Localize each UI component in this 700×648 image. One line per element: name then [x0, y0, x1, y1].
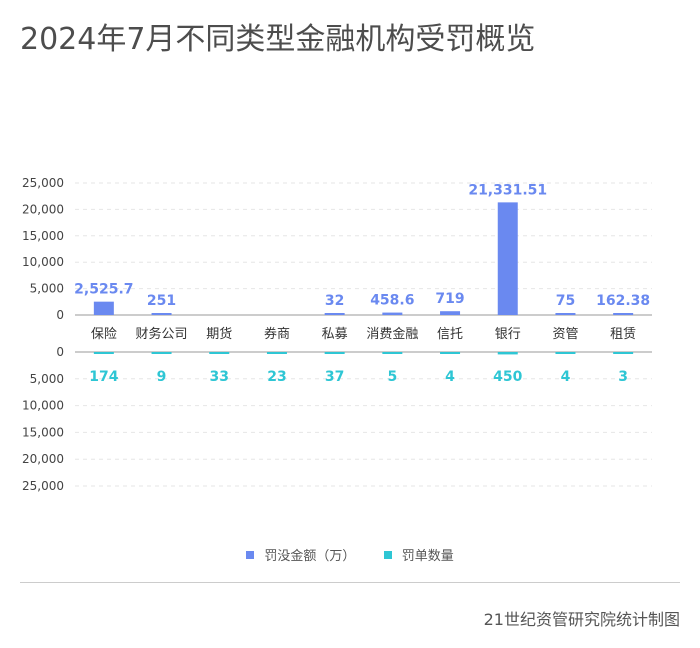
data-label-amount: 2,525.7 — [74, 282, 133, 298]
bar-amount — [324, 313, 345, 315]
data-label-count: 23 — [267, 369, 286, 385]
y-tick-label-bottom: 25,000 — [22, 479, 64, 493]
category-label: 消费金融 — [366, 326, 418, 342]
legend-label-amount: 罚没金额（万） — [264, 549, 356, 564]
data-label-count: 9 — [157, 369, 167, 385]
bar-amount — [93, 301, 114, 315]
bar-count — [440, 352, 461, 354]
y-tick-label-top: 25,000 — [22, 176, 64, 190]
legend: 罚没金额（万） 罚单数量 — [0, 545, 700, 564]
data-label-count: 33 — [210, 369, 229, 385]
bar-amount — [382, 312, 403, 315]
bar-amount — [440, 311, 461, 315]
category-label: 信托 — [437, 327, 463, 342]
bar-count — [266, 352, 287, 354]
data-label-count: 5 — [387, 369, 397, 385]
source-note: 21世纪资管研究院统计制图 — [483, 610, 680, 629]
legend-swatch-count — [383, 550, 392, 559]
category-label: 资管 — [552, 327, 578, 342]
data-label-count: 4 — [561, 369, 571, 385]
bar-count — [497, 352, 518, 355]
category-label: 财务公司 — [136, 326, 188, 342]
y-tick-label-bottom: 0 — [56, 345, 64, 359]
category-label: 私募 — [322, 327, 348, 342]
bar-count — [151, 352, 172, 354]
y-tick-label-bottom: 10,000 — [22, 399, 64, 413]
data-label-amount: 32 — [325, 293, 344, 309]
mirrored-bar-chart: 0 5,000 10,000 15,000 20,000 25,000 0 5,000 10,0… — [22, 176, 652, 493]
bar-count — [93, 352, 114, 354]
bar-count — [209, 352, 230, 354]
category-label: 保险 — [91, 327, 117, 342]
bar-count — [382, 352, 403, 354]
data-label-count: 37 — [325, 369, 344, 385]
bar-amount — [497, 202, 518, 315]
footer-divider — [20, 582, 680, 583]
data-label-amount: 162.38 — [596, 293, 650, 309]
data-label-count: 3 — [618, 369, 628, 385]
chart-title: 2024年7月不同类型金融机构受罚概览 — [20, 22, 536, 57]
bar-count — [324, 352, 345, 354]
y-tick-label-top: 5,000 — [30, 282, 64, 296]
bar-amount — [151, 313, 172, 315]
data-label-amount: 719 — [435, 291, 464, 307]
data-label-amount: 251 — [147, 293, 176, 309]
legend-label-count: 罚单数量 — [401, 549, 454, 564]
data-label-count: 4 — [445, 369, 455, 385]
data-label-amount: 458.6 — [370, 293, 414, 309]
y-tick-label-top: 20,000 — [22, 202, 64, 216]
data-label-count: 450 — [493, 369, 522, 385]
legend-swatch-amount — [246, 550, 255, 559]
data-label-count: 174 — [89, 369, 118, 385]
category-label: 银行 — [495, 327, 521, 342]
bar-amount — [555, 313, 576, 315]
legend-item-amount[interactable]: 罚没金额（万） — [246, 545, 355, 564]
y-tick-label-top: 10,000 — [22, 255, 64, 269]
data-label-amount: 21,331.51 — [468, 182, 547, 198]
legend-item-count[interactable]: 罚单数量 — [383, 545, 454, 564]
y-tick-label-bottom: 20,000 — [22, 452, 64, 466]
category-label: 租赁 — [610, 327, 636, 342]
data-label-amount: 75 — [556, 293, 575, 309]
category-label: 期货 — [206, 326, 232, 342]
bar-count — [555, 352, 576, 354]
y-tick-label-top: 15,000 — [22, 229, 64, 243]
category-label: 券商 — [264, 326, 290, 342]
y-tick-label-top: 0 — [56, 308, 64, 322]
bar-amount — [613, 313, 634, 315]
y-tick-label-bottom: 15,000 — [22, 425, 64, 439]
bar-count — [613, 352, 634, 354]
y-tick-label-bottom: 5,000 — [30, 372, 64, 386]
